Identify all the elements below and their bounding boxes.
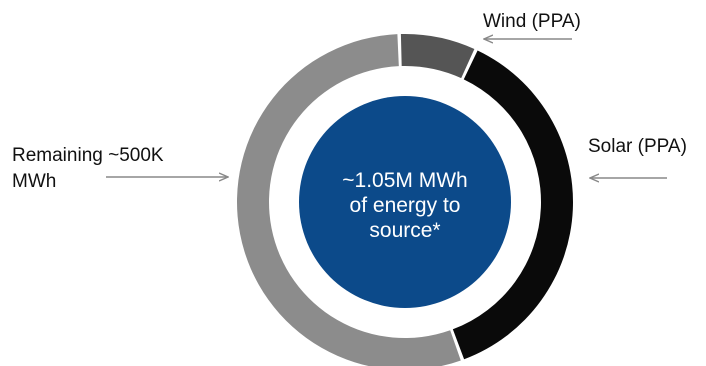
wind-label: Wind (PPA) bbox=[483, 11, 581, 32]
slice-solar bbox=[452, 50, 574, 360]
remaining-label-line-2: MWh bbox=[12, 171, 56, 192]
center-label-line-1: ~1.05M MWh bbox=[342, 169, 467, 192]
slice-remaining bbox=[236, 34, 461, 366]
center-label-line-2: of energy to bbox=[350, 194, 461, 217]
solar-label: Solar (PPA) bbox=[588, 136, 687, 157]
center-disc bbox=[299, 96, 511, 308]
slice-wind bbox=[400, 33, 475, 79]
center-label-line-3: source* bbox=[369, 219, 440, 242]
remaining-label-line-1: Remaining ~500K bbox=[12, 145, 164, 166]
donut-slices bbox=[236, 33, 574, 366]
